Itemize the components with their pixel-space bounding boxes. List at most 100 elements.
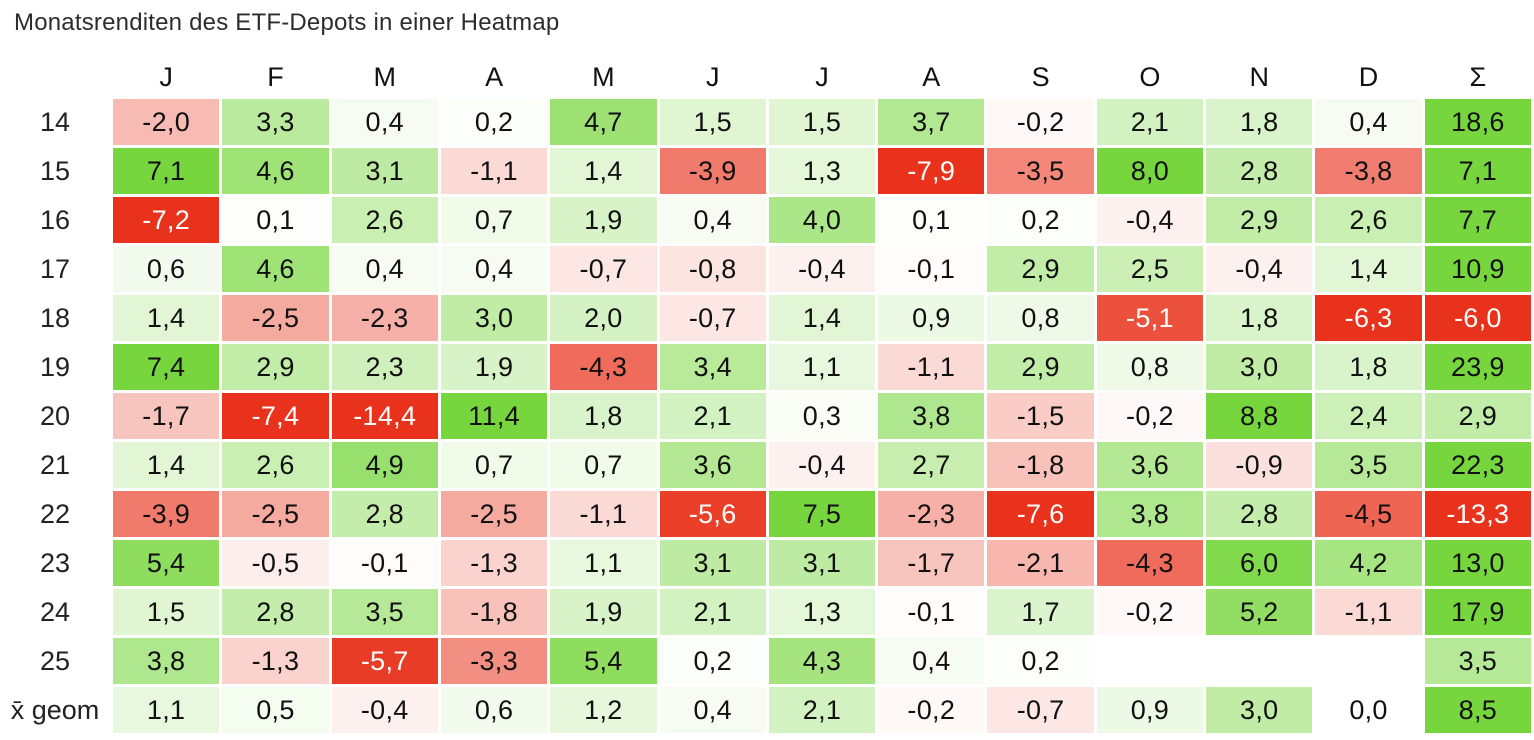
heatmap-cell: -0,7: [550, 246, 657, 292]
column-header-sep: S: [987, 58, 1094, 96]
heatmap-cell: 0,8: [987, 295, 1094, 341]
heatmap-cell: 7,1: [1424, 148, 1531, 194]
row-label: 19: [0, 344, 110, 390]
heatmap-cell: 2,0: [550, 295, 657, 341]
heatmap-cell: -3,3: [440, 638, 548, 684]
heatmap-cell: 1,8: [1315, 344, 1422, 390]
heatmap-cell: -5,6: [659, 491, 766, 537]
heatmap-cell: 8,5: [1424, 687, 1531, 733]
heatmap-cell: 2,1: [659, 393, 766, 439]
heatmap-cell: 8,8: [1206, 393, 1313, 439]
heatmap-cell: -5,7: [331, 638, 438, 684]
heatmap-cell: -3,9: [113, 491, 220, 537]
heatmap-cell: -5,1: [1096, 295, 1204, 341]
heatmap-cell: 2,1: [659, 589, 766, 635]
heatmap-cell: 1,3: [768, 589, 876, 635]
column-header-aug: A: [878, 58, 985, 96]
heatmap-cell: 4,2: [1315, 540, 1422, 586]
row-label: 17: [0, 246, 110, 292]
heatmap-cell: 2,3: [331, 344, 438, 390]
heatmap-cell: 2,1: [768, 687, 876, 733]
heatmap-cell: -14,4: [331, 393, 438, 439]
heatmap-cell: 1,1: [550, 540, 657, 586]
heatmap-cell: 7,4: [113, 344, 220, 390]
heatmap-cell: -2,5: [222, 295, 329, 341]
heatmap-cell: 10,9: [1424, 246, 1531, 292]
heatmap-cell: 0,4: [440, 246, 548, 292]
heatmap-cell: 1,8: [550, 393, 657, 439]
heatmap-cell: [1206, 638, 1313, 684]
heatmap-cell: 7,7: [1424, 197, 1531, 243]
heatmap-cell: 0,9: [1096, 687, 1204, 733]
heatmap-cell: 22,3: [1424, 442, 1531, 488]
heatmap-cell: 1,5: [768, 99, 876, 145]
heatmap-cell: 2,8: [331, 491, 438, 537]
heatmap-cell: 0,7: [550, 442, 657, 488]
heatmap-cell: 2,7: [878, 442, 985, 488]
heatmap-cell: 2,5: [1096, 246, 1204, 292]
corner-spacer: [0, 58, 110, 96]
heatmap-cell: -0,4: [1096, 197, 1204, 243]
heatmap-cell: 3,0: [1206, 344, 1313, 390]
heatmap-cell: -0,1: [878, 589, 985, 635]
heatmap-cell: -1,1: [878, 344, 985, 390]
heatmap-cell: 1,8: [1206, 99, 1313, 145]
heatmap-cell: 3,1: [768, 540, 876, 586]
heatmap-cell: 2,9: [222, 344, 329, 390]
heatmap-cell: [1096, 638, 1204, 684]
heatmap-cell: 0,2: [659, 638, 766, 684]
heatmap-cell: 1,5: [659, 99, 766, 145]
row-label: 20: [0, 393, 110, 439]
heatmap-cell: 2,8: [1206, 148, 1313, 194]
heatmap-cell: 2,9: [987, 246, 1094, 292]
heatmap-cell: 7,1: [113, 148, 220, 194]
heatmap-cell: -1,1: [1315, 589, 1422, 635]
returns-heatmap: J F M A M J J A S O N D Σ 14 -2,0 3,3 0,4 0,…: [0, 58, 1531, 733]
heatmap-cell: -0,7: [987, 687, 1094, 733]
column-header-mar: M: [331, 58, 438, 96]
heatmap-cell: -1,3: [222, 638, 329, 684]
heatmap-cell: 0,2: [987, 197, 1094, 243]
heatmap-cell: 5,4: [550, 638, 657, 684]
heatmap-cell: 17,9: [1424, 589, 1531, 635]
heatmap-cell: -1,1: [440, 148, 548, 194]
heatmap-cell: 4,7: [550, 99, 657, 145]
heatmap-cell: 0,2: [440, 99, 548, 145]
column-header-may: M: [550, 58, 657, 96]
heatmap-cell: 0,4: [331, 99, 438, 145]
heatmap-cell: -0,4: [768, 246, 876, 292]
heatmap-cell: 1,4: [113, 295, 220, 341]
heatmap-cell: 3,0: [440, 295, 548, 341]
heatmap-cell: -1,1: [550, 491, 657, 537]
heatmap-cell: -1,7: [113, 393, 220, 439]
heatmap-cell: 4,6: [222, 148, 329, 194]
heatmap-cell: -0,4: [768, 442, 876, 488]
heatmap-cell: 3,6: [1096, 442, 1204, 488]
heatmap-cell: -2,3: [878, 491, 985, 537]
heatmap-cell: -0,5: [222, 540, 329, 586]
heatmap-cell: 5,4: [113, 540, 220, 586]
column-header-jun: J: [659, 58, 766, 96]
heatmap-cell: -7,9: [878, 148, 985, 194]
row-label: 24: [0, 589, 110, 635]
column-header-feb: F: [222, 58, 329, 96]
heatmap-cell: -6,0: [1424, 295, 1531, 341]
heatmap-cell: 0,4: [1315, 99, 1422, 145]
heatmap-cell: -3,5: [987, 148, 1094, 194]
heatmap-cell: 0,4: [331, 246, 438, 292]
heatmap-cell: -0,8: [659, 246, 766, 292]
heatmap-cell: 4,3: [768, 638, 876, 684]
heatmap-cell: 1,4: [113, 442, 220, 488]
heatmap-cell: 1,4: [550, 148, 657, 194]
heatmap-cell: 2,9: [987, 344, 1094, 390]
heatmap-cell: -6,3: [1315, 295, 1422, 341]
heatmap-cell: -4,3: [550, 344, 657, 390]
heatmap-cell: 1,9: [440, 344, 548, 390]
heatmap-cell: 1,1: [768, 344, 876, 390]
heatmap-cell: 3,8: [1096, 491, 1204, 537]
heatmap-cell: 2,8: [222, 589, 329, 635]
heatmap-cell: 1,4: [1315, 246, 1422, 292]
heatmap-cell: -0,2: [987, 99, 1094, 145]
heatmap-cell: 4,9: [331, 442, 438, 488]
